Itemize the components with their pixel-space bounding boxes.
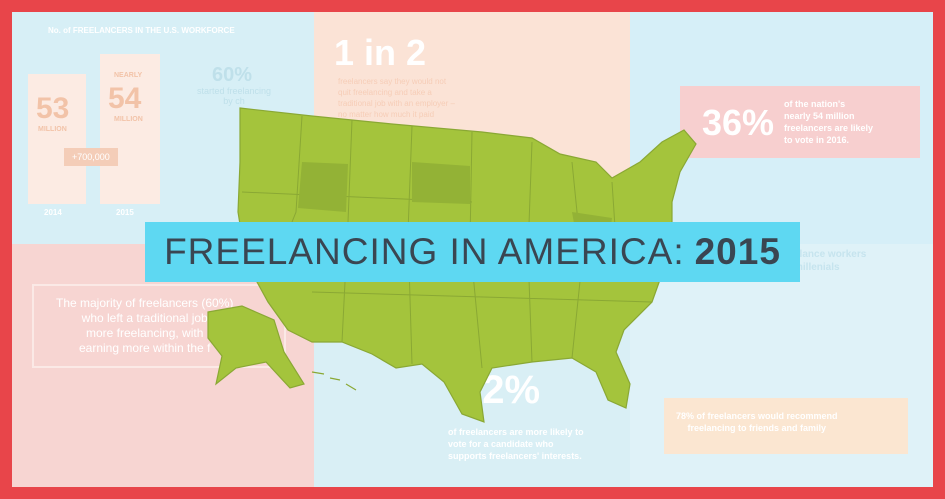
growth: +700,000 [64,148,118,166]
text-line: The majority of freelancers (60%) [56,296,234,310]
card [664,398,908,454]
unit: MILLION [114,116,143,123]
qualifier: NEARLY [114,72,143,79]
text: of the nation's nearly 54 million freelanc… [784,98,873,146]
bar [100,54,160,204]
text-line: more freelancing, with [86,326,204,340]
year: 2015 [116,208,134,217]
text-line: traditional job with an employer – [338,99,455,108]
title-year: 2015 [694,231,781,272]
text-line: freelancing to friends and family [687,423,827,433]
alaska [207,305,305,389]
infographic: No. of FREELANCERS IN THE U.S. WORKFORCE… [12,12,933,487]
text-line: who left a traditional job [81,311,208,325]
stat: 36% [702,102,775,143]
text-line: started freelancing [197,86,272,96]
text-line: millenials [794,262,840,273]
text-line: to vote in 2016. [784,135,850,145]
text: The majority of freelancers (60%) who lef… [56,296,233,356]
text-line: of the nation's [784,99,846,109]
text: of freelancers are more likely to vote fo… [448,426,584,462]
bar [28,74,86,204]
year: 2014 [44,208,62,217]
text-line: supports freelancers' interests. [448,451,582,461]
stat: 1 in 2 [334,32,427,73]
title: FREELANCING IN AMERICA: [164,231,685,272]
unit: MILLION [38,126,67,133]
text-line: of freelancers are more likely to [448,427,584,437]
text-line: freelancers are likely [784,123,874,133]
stat: 60% [212,64,253,86]
text-line: elance workers [794,249,867,260]
text-line: vote for a candidate who [448,439,554,449]
text-line: earning more within the f [79,341,211,355]
text-line: freelancers say they would not [338,77,447,86]
stat: 53 [36,92,70,125]
text-line: nearly 54 million [784,111,855,121]
hawaii [311,371,357,391]
text: freelancers say they would not quit freel… [338,76,455,120]
text-line: no matter how much it paid [338,110,435,119]
text-line: by ch [223,96,245,106]
text: 78% of freelancers would recommend freela… [676,410,838,434]
card [680,86,920,158]
stat: 54 [108,82,142,115]
title-banner: FREELANCING IN AMERICA: 2015 [145,222,800,282]
text: started freelancing by ch [197,86,271,106]
text-line: 78% of freelancers would recommend [676,411,838,421]
text: elance workers millenials [794,248,866,274]
text-line: quit freelancing and take a [338,88,432,97]
heading: No. of FREELANCERS IN THE U.S. WORKFORCE [48,26,235,35]
